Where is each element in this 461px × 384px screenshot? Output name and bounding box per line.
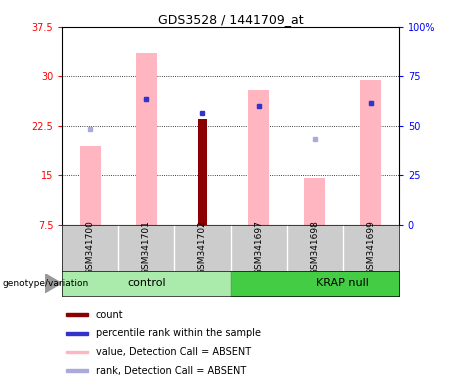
Text: GSM341700: GSM341700	[86, 220, 95, 275]
Text: GSM341698: GSM341698	[310, 220, 319, 275]
Text: GSM341697: GSM341697	[254, 220, 263, 275]
Text: control: control	[127, 278, 165, 288]
Polygon shape	[45, 274, 61, 293]
Bar	[198, 119, 207, 225]
Text: value, Detection Call = ABSENT: value, Detection Call = ABSENT	[95, 347, 251, 357]
Bar	[66, 369, 88, 372]
Text: GSM341701: GSM341701	[142, 220, 151, 275]
Bar	[136, 53, 157, 225]
Bar	[66, 332, 88, 335]
Bar	[66, 313, 88, 316]
Bar	[248, 89, 269, 225]
Text: GSM341699: GSM341699	[366, 220, 375, 275]
Text: count: count	[95, 310, 123, 319]
Bar	[304, 179, 325, 225]
Title: GDS3528 / 1441709_at: GDS3528 / 1441709_at	[158, 13, 303, 26]
Text: GSM341702: GSM341702	[198, 220, 207, 275]
Text: percentile rank within the sample: percentile rank within the sample	[95, 328, 260, 338]
Bar	[66, 351, 88, 353]
Text: rank, Detection Call = ABSENT: rank, Detection Call = ABSENT	[95, 366, 246, 376]
Text: KRAP null: KRAP null	[316, 278, 369, 288]
Text: genotype/variation: genotype/variation	[2, 279, 89, 288]
Bar	[360, 79, 381, 225]
Bar	[80, 146, 101, 225]
